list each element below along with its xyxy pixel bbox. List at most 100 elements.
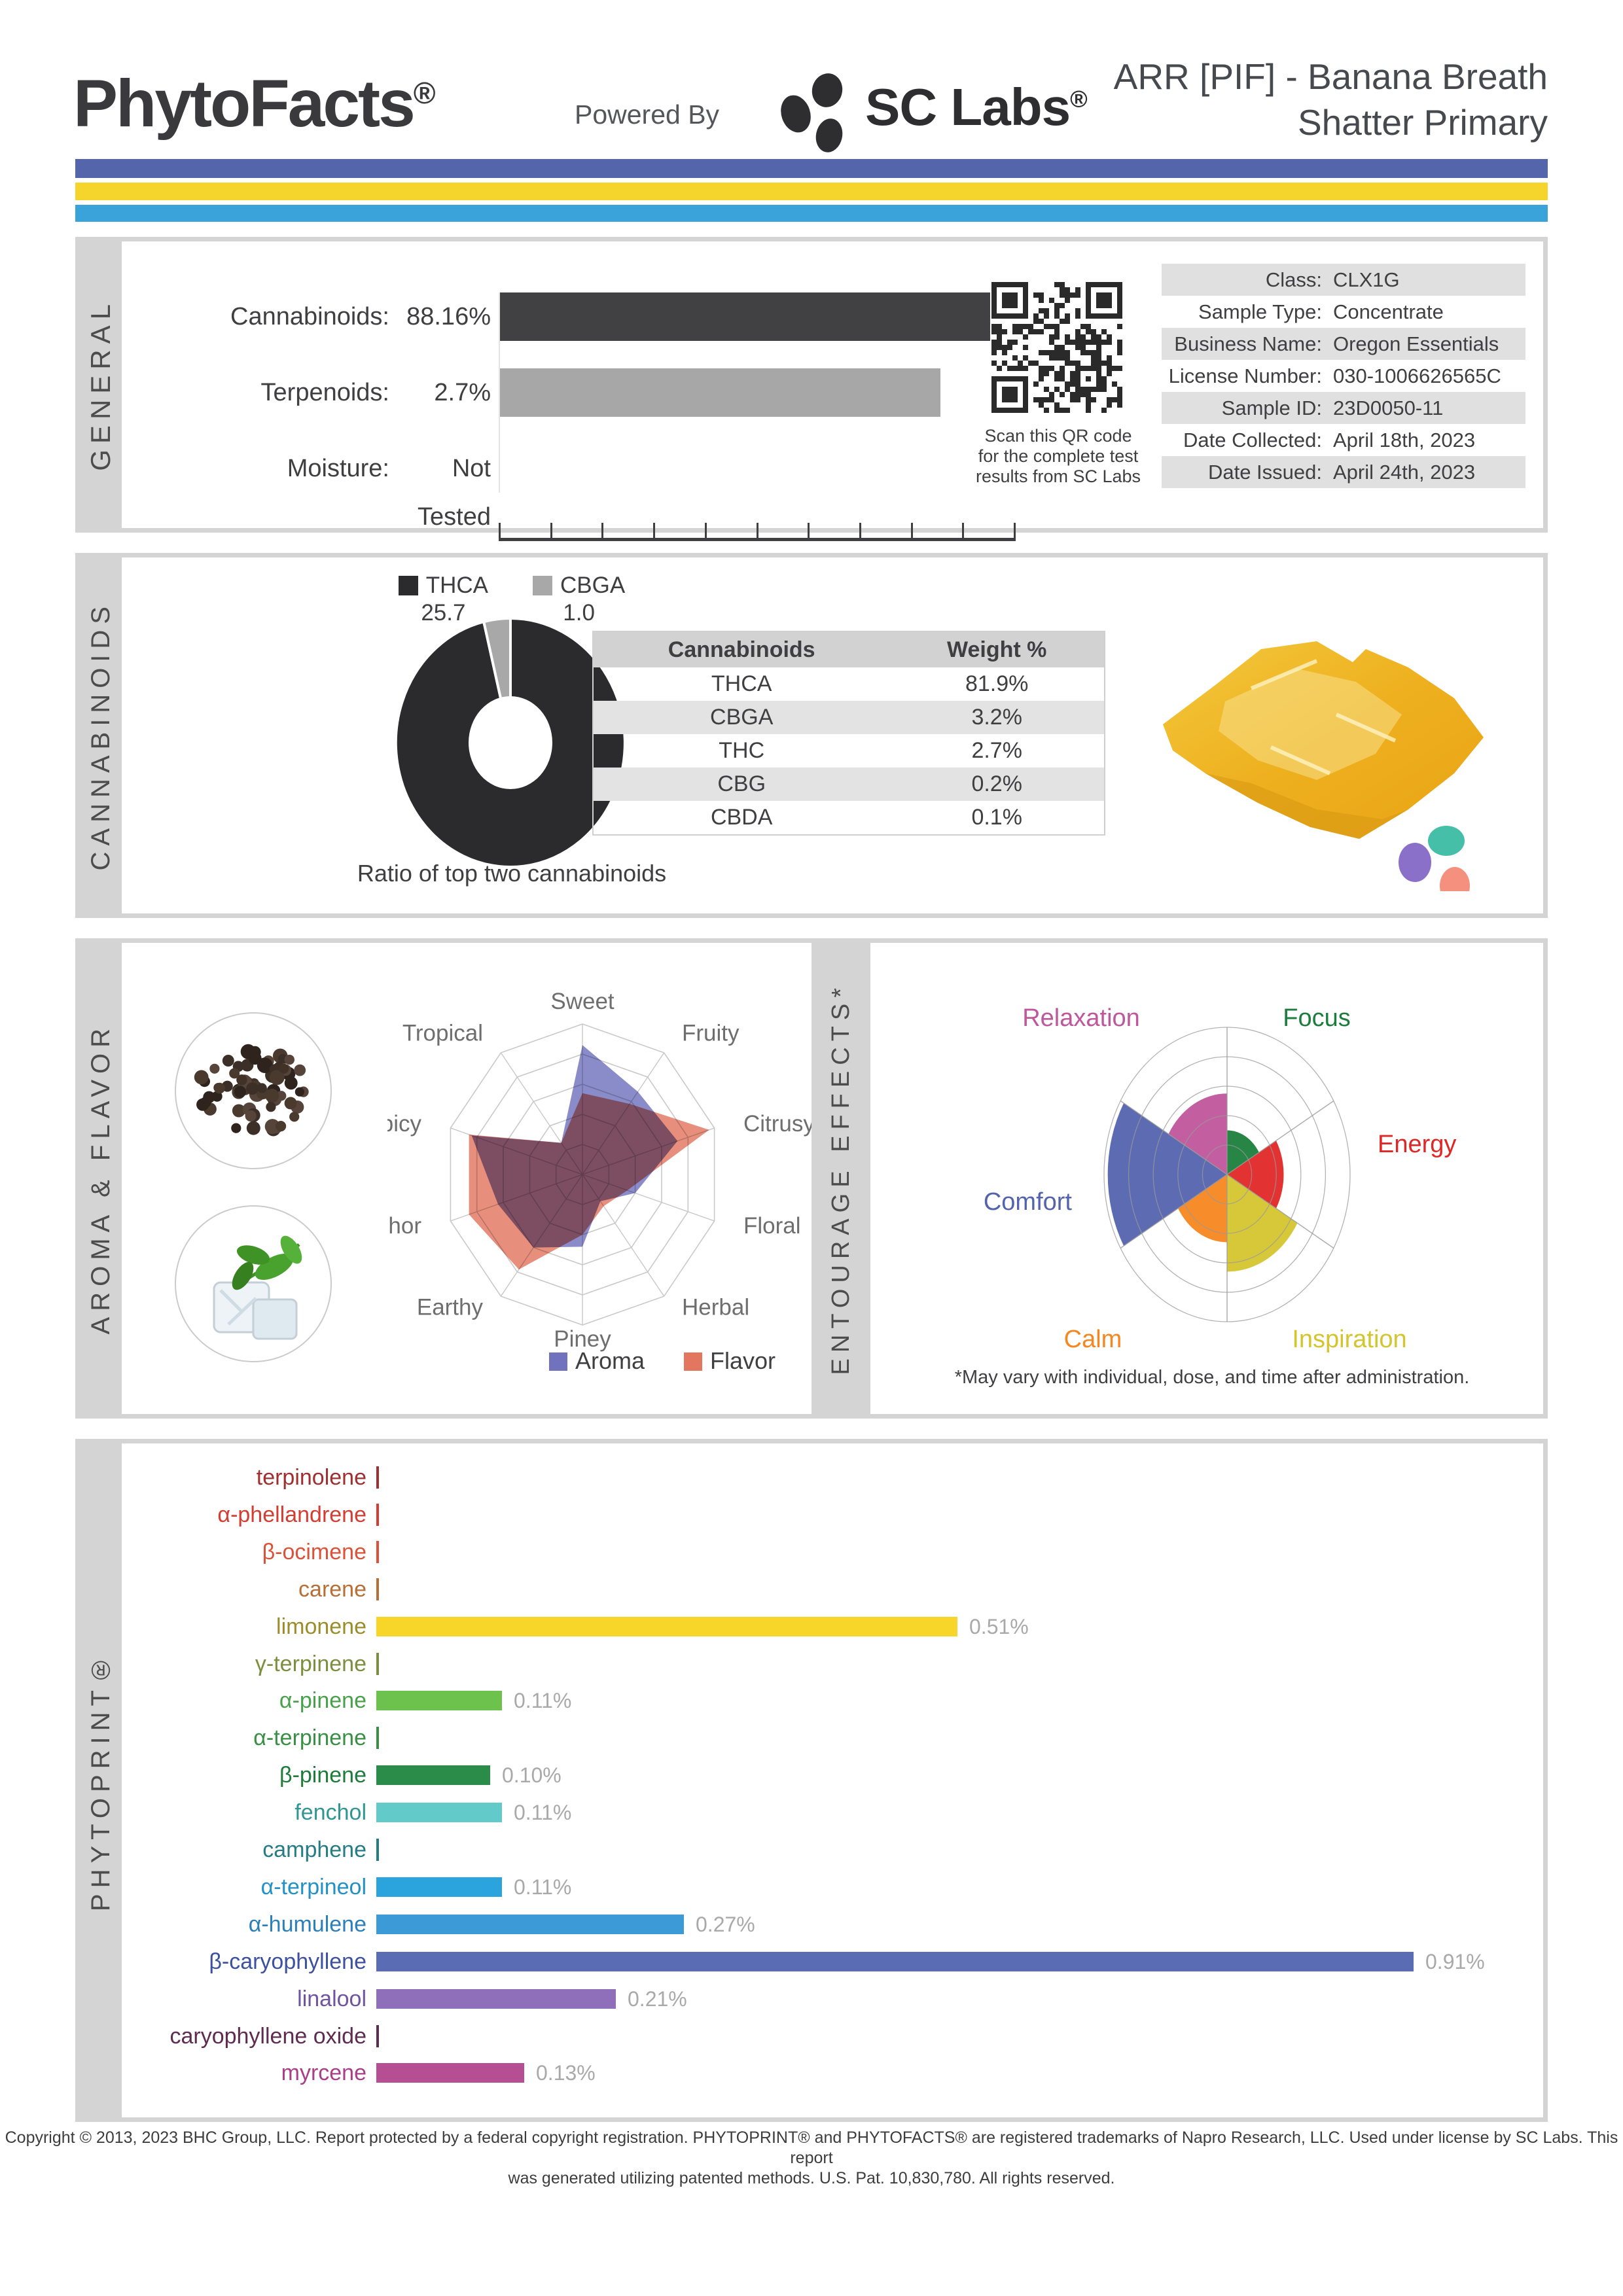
peppercorn <box>236 1074 247 1086</box>
terpene-zero-tick <box>376 1652 379 1675</box>
section-general-label: GENERAL <box>85 298 116 471</box>
terpene-zero-tick <box>376 1540 379 1563</box>
radar-axis-label-camphor: Camphor <box>387 1213 421 1239</box>
section-phytoprint-sidebar: PHYTOPRINT® <box>80 1443 122 2117</box>
peppercorn <box>196 1098 209 1111</box>
terpene-row-phellandrene: α-phellandrene <box>80 1496 1520 1534</box>
info-row-businessname: Business Name: Oregon Essentials <box>1162 328 1525 360</box>
section-aroma-sidebar: AROMA & FLAVOR <box>80 943 122 1414</box>
peppercorn <box>265 1088 279 1103</box>
peppercorn <box>246 1082 259 1095</box>
entourage-wedge-comfort <box>1107 1103 1227 1246</box>
peppercorn <box>246 1121 260 1135</box>
cannabinoid-row-thca: THCA 81.9% <box>594 667 1104 701</box>
info-row-sampleid: Sample ID: 23D0050-11 <box>1162 392 1525 424</box>
ruler-tick <box>962 523 964 541</box>
terpene-name: linalool <box>297 1986 366 2011</box>
brand-text: PhytoFacts <box>73 66 416 141</box>
shatter-highlight <box>1219 669 1402 780</box>
terpene-row-terpinolene: terpinolene <box>80 1459 1520 1496</box>
terpenoids-total-bar <box>499 368 940 417</box>
footer-line1: Copyright © 2013, 2023 BHC Group, LLC. R… <box>5 2128 1618 2167</box>
info-label: Business Name: <box>1174 332 1322 355</box>
terpene-bar-chart: terpinolene α-phellandrene β-ocimene carene… <box>80 1459 1543 2107</box>
peppercorn <box>211 1091 223 1102</box>
peppercorn <box>194 1070 209 1085</box>
ruler-tick <box>757 523 758 541</box>
ruler-tick <box>705 523 707 541</box>
radar-axis-label-fruity: Fruity <box>682 1020 740 1046</box>
legend-item-aroma: Aroma <box>548 1347 645 1375</box>
terpene-row-pinene: α-pinene 0.11% <box>80 1682 1520 1720</box>
cannabinoid-name: CBG <box>717 771 766 796</box>
entourage-label-energy: Energy <box>1378 1131 1456 1158</box>
terpene-value: 0.10% <box>502 1763 562 1788</box>
section-general-sidebar: GENERAL <box>80 241 122 528</box>
sample-photo <box>1163 641 1484 891</box>
entourage-divider-sidebar: ENTOURAGE EFFECTS* <box>812 943 870 1414</box>
donut-legend: THCA 25.7 CBGA 1.0 <box>309 572 715 627</box>
terpene-name: β-caryophyllene <box>209 1949 366 1974</box>
cannabinoid-name: CBDA <box>710 805 773 830</box>
entourage-effects-polar-chart: Focus Energy Inspiration Calm Comfort Relaxat… <box>984 1004 1457 1353</box>
terpene-zero-tick <box>376 1466 379 1489</box>
radar-axis-label-floral: Floral <box>743 1213 801 1239</box>
entourage-wedge-calm <box>1178 1174 1227 1243</box>
scale-ruler <box>499 520 1016 541</box>
entourage-sector-boundary <box>1120 1100 1228 1175</box>
terpene-name: caryophyllene oxide <box>169 2023 366 2049</box>
info-value: April 18th, 2023 <box>1333 429 1476 451</box>
terpene-value: 0.51% <box>969 1614 1029 1638</box>
ruler-tick <box>1014 523 1016 541</box>
terpene-row-limonene: limonene 0.51% <box>80 1608 1520 1646</box>
cannabinoid-row-thc: THC 2.7% <box>594 734 1104 768</box>
ruler-tick <box>653 523 655 541</box>
terpene-row-ocimene: β-ocimene <box>80 1534 1520 1571</box>
entourage-label-inspiration: Inspiration <box>1292 1326 1406 1353</box>
cannabinoids-table: Cannabinoids Weight % THCA 81.9% CBGA 3.2% T… <box>592 631 1105 836</box>
ruler-tick <box>550 523 552 541</box>
sample-info-table: Class: CLX1G Sample Type: Concentrate Busine… <box>1162 264 1525 488</box>
sample-title-line2: Shatter Primary <box>1297 102 1548 143</box>
entourage-sector-boundary <box>1226 1100 1334 1175</box>
info-value: 23D0050-11 <box>1333 397 1444 419</box>
brand-dot-purple <box>1399 843 1431 882</box>
terpene-zero-tick <box>376 1839 379 1861</box>
terpene-row-caryophyllene: β-caryophyllene 0.91% <box>80 1943 1520 1981</box>
sc-labs-logo-text: SC Labs® <box>865 78 1088 136</box>
peppercorn <box>232 1104 245 1118</box>
ruler-tick <box>499 523 501 541</box>
sc-labs-registered-mark: ® <box>1070 85 1088 113</box>
section-cannabinoids-sidebar: CANNABINOIDS <box>80 557 122 913</box>
cannabinoid-weight: 0.1% <box>971 805 1022 830</box>
cannabinoid-row-cbda: CBDA 0.1% <box>594 801 1104 834</box>
sample-title: ARR [PIF] - Banana Breath Shatter Primar… <box>1114 54 1548 145</box>
terpene-zero-tick <box>376 1727 379 1750</box>
cannabinoids-table-body: THCA 81.9% CBGA 3.2% THC 2.7% CBG 0.2% CBDA 0.1% <box>594 667 1104 834</box>
peppercorn <box>284 1097 297 1110</box>
peppercorn <box>284 1054 294 1065</box>
entourage-sector-boundary <box>1226 1174 1334 1249</box>
terpene-zero-tick <box>376 2024 379 2047</box>
info-label: Class: <box>1265 268 1322 291</box>
terpene-name: carene <box>298 1576 366 1602</box>
phytofacts-logo: PhytoFacts® <box>73 65 436 142</box>
terpene-name: terpinolene <box>256 1465 366 1490</box>
terpene-name: γ-terpinene <box>255 1651 366 1676</box>
info-value: 030-1006626565C <box>1333 364 1501 387</box>
general-row-label: Terpenoids: <box>260 379 389 406</box>
cannabinoid-row-cbga: CBGA 3.2% <box>594 701 1104 734</box>
section-entourage-label: ENTOURAGE EFFECTS* <box>827 981 855 1375</box>
terpene-name: α-phellandrene <box>217 1502 366 1527</box>
terpene-value: 0.11% <box>514 1801 572 1825</box>
terpene-zero-tick <box>376 1578 379 1600</box>
ruler-tick <box>911 523 913 541</box>
peppercorn <box>276 1091 287 1101</box>
section-aroma-flavor: AROMA & FLAVOR Sweet Fruity Citrusy Floral H… <box>75 938 1548 1419</box>
peppercorn <box>279 1063 289 1074</box>
terpene-name: α-terpineol <box>260 1874 366 1899</box>
peppercorn <box>234 1086 247 1098</box>
section-aroma-label: AROMA & FLAVOR <box>86 1022 115 1335</box>
legend-swatch-cbga <box>533 576 553 595</box>
